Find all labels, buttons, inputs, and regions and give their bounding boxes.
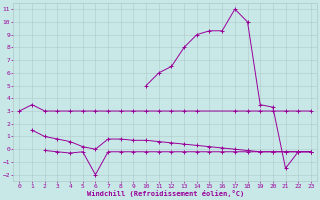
X-axis label: Windchill (Refroidissement éolien,°C): Windchill (Refroidissement éolien,°C) [86, 190, 244, 197]
